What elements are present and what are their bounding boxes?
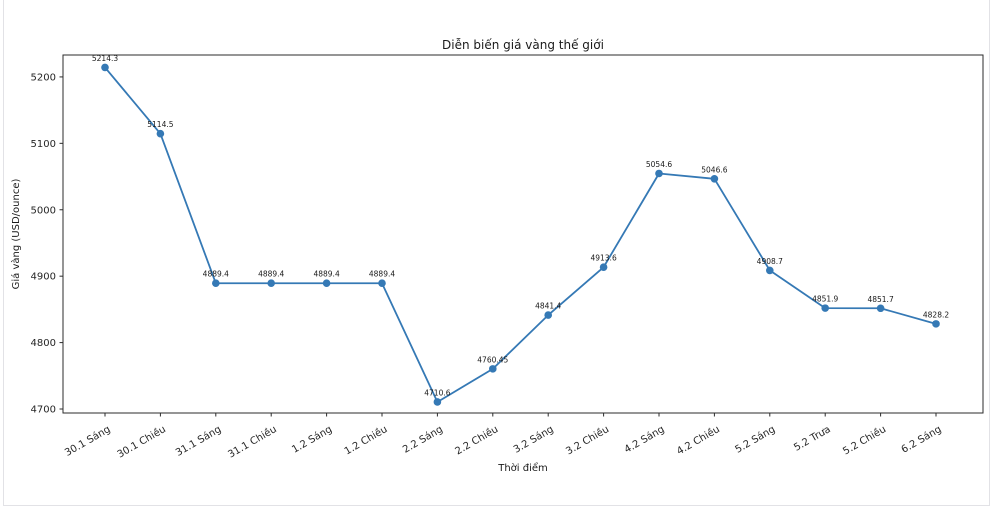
y-tick-label: 5100 bbox=[31, 139, 56, 150]
price-line bbox=[104, 66, 937, 403]
x-tick-label: 1.2 Chiều bbox=[342, 423, 389, 457]
y-tick-label: 4700 bbox=[31, 405, 56, 416]
x-tick-label: 31.1 Sáng bbox=[173, 423, 223, 459]
data-point-marker bbox=[156, 129, 165, 138]
data-point-marker bbox=[821, 304, 829, 312]
x-tick-label: 4.2 Sáng bbox=[622, 423, 666, 456]
data-point-marker bbox=[544, 311, 552, 319]
data-point-marker bbox=[710, 175, 719, 183]
data-point-label: 4851.7 bbox=[867, 295, 893, 304]
data-point-label: 5114.5 bbox=[147, 120, 173, 129]
x-tick-label: 5.2 Trưa bbox=[792, 424, 832, 454]
data-point-marker bbox=[599, 263, 608, 271]
chart-card: 4700 4800 4900 5000 5100 5200 30.1 Sáng 30.1 Ch… bbox=[3, 0, 990, 506]
data-point-label: 4851.9 bbox=[812, 295, 838, 304]
x-tick-label: 30.1 Chiều bbox=[115, 423, 168, 460]
data-point-label: 4760.45 bbox=[477, 355, 508, 364]
x-tick-label: 2.2 Sáng bbox=[401, 423, 445, 456]
x-tick-label: 3.2 Sáng bbox=[511, 423, 555, 456]
x-tick-label: 2.2 Chiều bbox=[453, 423, 500, 457]
axes-spines bbox=[62, 54, 984, 414]
data-point-marker bbox=[489, 365, 497, 373]
data-point-label: 5054.6 bbox=[646, 160, 672, 169]
data-point-label: 4908.7 bbox=[757, 257, 783, 266]
data-point-label: 4913.6 bbox=[590, 254, 616, 263]
x-axis-label: Thời điểm bbox=[497, 461, 548, 474]
data-point-marker bbox=[655, 169, 663, 178]
data-point-label: 4889.4 bbox=[203, 270, 229, 279]
x-tick-label: 3.2 Chiều bbox=[564, 423, 611, 457]
gold-price-line-chart: 4700 4800 4900 5000 5100 5200 30.1 Sáng 30.1 Ch… bbox=[10, 38, 984, 474]
data-point-marker bbox=[267, 279, 276, 288]
y-tick-label: 5000 bbox=[31, 205, 56, 216]
data-point-label: 4841.4 bbox=[535, 302, 561, 311]
data-point-label: 4889.4 bbox=[369, 270, 395, 279]
data-point-marker bbox=[101, 63, 109, 72]
y-axis-label: Giá vàng (USD/ounce) bbox=[10, 179, 22, 290]
data-point-label: 4889.4 bbox=[313, 270, 339, 279]
x-tick-label: 4.2 Chiều bbox=[675, 423, 722, 457]
data-point-marker bbox=[378, 279, 386, 288]
y-tick-label: 4900 bbox=[31, 272, 56, 283]
data-point-label: 4889.4 bbox=[258, 270, 284, 279]
chart-title: Diễn biến giá vàng thế giới bbox=[442, 38, 604, 52]
x-tick-label: 6.2 Sáng bbox=[899, 423, 943, 456]
data-point-marker bbox=[932, 320, 940, 328]
data-point-label: 5046.6 bbox=[701, 165, 727, 174]
x-tick-label: 1.2 Sáng bbox=[290, 423, 334, 456]
data-point-marker bbox=[322, 279, 331, 288]
x-tick-label: 5.2 Chiều bbox=[841, 423, 888, 457]
data-point-label: 4828.2 bbox=[923, 310, 949, 319]
plot-area: 4700 4800 4900 5000 5100 5200 30.1 Sáng 30.1 Ch… bbox=[31, 54, 984, 461]
data-point-marker bbox=[766, 266, 774, 275]
x-tick-label: 5.2 Sáng bbox=[733, 423, 777, 456]
data-point-marker bbox=[876, 304, 885, 313]
data-point-marker bbox=[433, 398, 442, 406]
data-point-marker bbox=[212, 279, 220, 288]
x-tick-label: 31.1 Chiều bbox=[226, 423, 279, 460]
x-tick-label: 30.1 Sáng bbox=[63, 423, 113, 459]
y-tick-label: 5200 bbox=[31, 72, 56, 83]
data-point-label: 4710.6 bbox=[424, 388, 450, 397]
y-tick-label: 4800 bbox=[31, 338, 56, 349]
data-point-label: 5214.3 bbox=[92, 54, 118, 63]
